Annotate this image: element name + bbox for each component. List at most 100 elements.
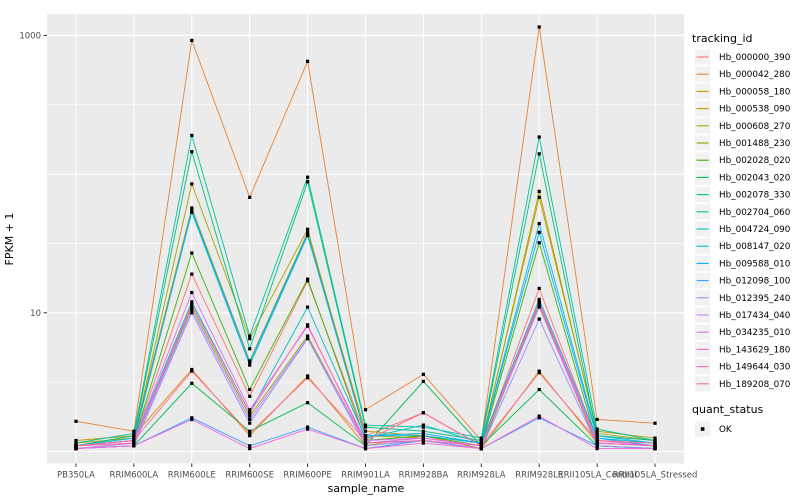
data-point [421,379,425,383]
x-tick-label: RRIM928LA [457,471,506,481]
data-point [421,372,425,376]
data-point [653,436,657,440]
legend-label: Hb_012395_240 [719,294,791,304]
data-point [421,411,425,415]
legend-label: Hb_000538_090 [719,105,791,115]
data-point [363,441,368,445]
data-point [248,360,252,364]
data-point [306,376,310,380]
data-point [190,381,194,385]
data-point [479,436,483,440]
data-point [537,230,541,234]
data-point [248,394,252,398]
x-tick-label: RRIM600PE [283,471,331,481]
data-point [595,436,599,440]
data-point [248,411,252,415]
data-point [248,417,252,422]
data-point [132,444,136,448]
data-point [190,417,194,422]
data-point [248,444,252,448]
data-point [363,408,368,412]
data-point [479,447,483,451]
data-points [74,25,657,451]
legend-label: Hb_000058_180 [719,87,791,97]
data-point [653,441,657,445]
data-point [537,152,541,156]
data-point [537,25,541,29]
data-point [363,438,368,443]
data-point [363,447,368,451]
data-point [653,421,657,425]
data-point [595,434,599,438]
legend-shape-title: quant_status [692,403,764,416]
data-point [248,421,252,425]
legend-label: Hb_008147_020 [719,242,791,252]
legend-label: Hb_034235_010 [719,328,791,338]
data-point [248,347,252,351]
data-point [74,444,78,448]
x-tick-label: PB350LA [57,471,95,481]
legend-label: Hb_009588_010 [719,259,791,269]
data-point [479,438,483,443]
data-point [363,434,368,438]
data-point [190,305,194,309]
data-point [248,429,252,433]
data-point [537,222,541,226]
data-point [537,371,541,375]
x-tick-label: RRIM901LA [341,471,390,481]
data-point [74,447,78,451]
data-point [306,427,310,431]
data-point [306,59,310,63]
data-point [363,444,368,448]
x-tick-label: RRIM600SE [225,471,274,481]
data-point [537,297,541,301]
data-point [306,323,310,327]
y-tick-label: 10 [30,309,41,319]
data-point [190,38,194,42]
data-point [595,417,599,422]
data-point [653,438,657,443]
data-point [306,305,310,309]
legend-key-point [700,427,705,431]
data-point [248,414,252,418]
data-point [190,182,194,186]
data-point [595,429,599,433]
data-point [190,251,194,255]
plot-panel [47,14,684,464]
data-point [653,447,657,451]
data-point [595,438,599,443]
legend-label: Hb_017434_040 [719,311,791,321]
data-point [190,311,194,315]
data-point [74,441,78,445]
data-point [306,425,310,429]
data-point [132,438,136,443]
data-point [595,431,599,435]
data-point [537,241,541,245]
data-point [306,374,310,378]
data-point [479,441,483,445]
data-point [421,438,425,443]
data-point [248,447,252,451]
data-point [595,447,599,451]
legend-label: Hb_004724_090 [719,225,791,235]
legend-label: Hb_002078_330 [719,191,791,201]
data-point [190,290,194,295]
y-tick-label: 1000 [19,31,41,41]
data-point [363,423,368,427]
data-point [132,441,136,445]
x-tick-label: RRIM928LE [515,471,563,481]
data-point [306,227,310,231]
data-point [537,387,541,392]
data-point [421,441,425,445]
data-point [595,444,599,448]
x-tick-label: RRIM600LA [110,471,159,481]
legend-label: Hb_001488_230 [719,139,791,149]
data-point [537,286,541,290]
data-point [363,429,368,433]
data-point [537,305,541,309]
data-point [537,416,541,420]
data-point [248,408,252,412]
data-point [248,195,252,199]
data-point [306,279,310,283]
data-point [653,444,657,448]
